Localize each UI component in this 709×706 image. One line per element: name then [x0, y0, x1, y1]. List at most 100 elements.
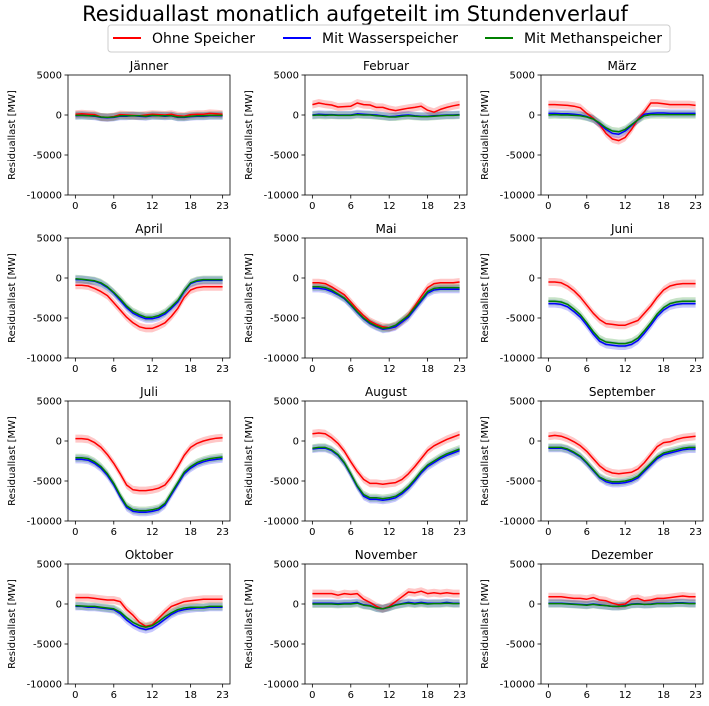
x-tick-label: 6: [584, 690, 590, 701]
confidence-band: [75, 593, 223, 631]
x-tick-label: 0: [72, 527, 78, 538]
plot-frame: [67, 400, 231, 522]
y-tick-label: -10000: [264, 354, 299, 365]
y-axis-label: Residuallast [MW]: [7, 579, 18, 669]
x-tick-label: 12: [146, 364, 159, 375]
y-tick-label: -10000: [500, 191, 535, 202]
y-tick-label: 0: [529, 111, 535, 122]
y-tick-label: -10000: [27, 680, 62, 691]
x-tick-label: 12: [146, 201, 159, 212]
subplot: Oktober Residuallast [MW] 5000 0 -5000 -10000…: [7, 548, 231, 701]
confidence-band: [548, 297, 696, 348]
y-tick-label: 0: [56, 111, 62, 122]
x-tick-label: 6: [348, 201, 354, 212]
x-tick-label: 0: [309, 364, 315, 375]
x-tick-label: 23: [453, 364, 466, 375]
y-tick-label: 0: [293, 274, 299, 285]
series-line: [548, 112, 696, 135]
plot-frame: [304, 74, 468, 196]
x-tick-label: 0: [309, 527, 315, 538]
y-tick-label: 0: [529, 600, 535, 611]
y-tick-label: 0: [56, 600, 62, 611]
confidence-band: [312, 109, 460, 121]
x-tick-label: 18: [421, 690, 434, 701]
y-tick-label: 0: [56, 437, 62, 448]
y-tick-label: -5000: [33, 477, 62, 488]
y-axis-label: Residuallast [MW]: [480, 416, 491, 506]
y-tick-label: 5000: [37, 397, 62, 408]
x-tick-label: 18: [657, 527, 670, 538]
y-tick-label: 0: [529, 274, 535, 285]
x-tick-label: 12: [619, 364, 632, 375]
subplot: Februar Residuallast [MW] 5000 0 -5000 -10000…: [244, 59, 468, 212]
x-tick-label: 0: [72, 364, 78, 375]
y-tick-label: 0: [293, 111, 299, 122]
subplot-title: März: [608, 59, 637, 73]
y-tick-label: 5000: [510, 71, 535, 82]
y-axis-label: Residuallast [MW]: [480, 579, 491, 669]
series-line: [312, 432, 460, 485]
x-tick-label: 0: [545, 527, 551, 538]
y-tick-label: -10000: [27, 354, 62, 365]
y-tick-label: 5000: [37, 560, 62, 571]
confidence-band: [548, 443, 696, 486]
x-tick-label: 23: [216, 527, 229, 538]
y-tick-label: -5000: [270, 151, 299, 162]
y-tick-label: -10000: [264, 680, 299, 691]
y-tick-label: -5000: [506, 477, 535, 488]
plot-frame: [67, 237, 231, 359]
x-tick-label: 18: [657, 690, 670, 701]
x-tick-label: 18: [421, 527, 434, 538]
plot-frame: [304, 563, 468, 685]
y-tick-label: -10000: [500, 354, 535, 365]
subplot: September Residuallast [MW] 5000 0 -5000 -100…: [480, 385, 704, 538]
y-tick-label: 0: [56, 274, 62, 285]
x-tick-label: 12: [619, 527, 632, 538]
x-tick-label: 23: [453, 527, 466, 538]
series-line: [75, 278, 223, 318]
x-tick-label: 18: [184, 527, 197, 538]
x-tick-label: 23: [689, 690, 702, 701]
x-tick-label: 6: [584, 201, 590, 212]
y-tick-label: 5000: [510, 397, 535, 408]
x-tick-label: 0: [309, 201, 315, 212]
confidence-band: [312, 99, 460, 117]
x-tick-label: 12: [619, 201, 632, 212]
series-line: [312, 281, 460, 329]
series-line: [548, 446, 696, 483]
y-tick-label: -10000: [27, 191, 62, 202]
series-line: [548, 595, 696, 606]
x-tick-label: 23: [689, 527, 702, 538]
x-tick-label: 12: [146, 690, 159, 701]
series-line: [312, 286, 460, 330]
subplot: März Residuallast [MW] 5000 0 -5000 -10000 0 6 1…: [480, 59, 704, 212]
confidence-band: [75, 453, 223, 515]
legend: Ohne Speicher Mit Wasserspeicher Mit Metha…: [107, 24, 671, 53]
y-tick-label: -5000: [506, 151, 535, 162]
x-tick-label: 0: [309, 690, 315, 701]
legend-label: Mit Wasserspeicher: [322, 31, 458, 47]
y-tick-label: -5000: [270, 477, 299, 488]
y-axis-label: Residuallast [MW]: [7, 253, 18, 343]
plot-frame: [540, 400, 704, 522]
y-tick-label: -10000: [27, 517, 62, 528]
x-tick-label: 6: [584, 527, 590, 538]
figure-title: Residuallast monatlich aufgeteilt im Stu…: [82, 2, 628, 26]
x-tick-label: 6: [348, 690, 354, 701]
subplot: April Residuallast [MW] 5000 0 -5000 -10000 0 6…: [7, 222, 231, 375]
series-line: [75, 457, 223, 513]
series-line: [75, 456, 223, 512]
confidence-band: [548, 431, 696, 478]
confidence-band: [75, 602, 223, 634]
subplot-title: April: [135, 222, 162, 236]
y-axis-label: Residuallast [MW]: [480, 253, 491, 343]
legend-label: Ohne Speicher: [152, 31, 255, 47]
x-tick-label: 18: [184, 201, 197, 212]
series-line: [75, 114, 223, 119]
x-tick-label: 23: [689, 201, 702, 212]
x-tick-label: 12: [383, 527, 396, 538]
confidence-band: [312, 599, 460, 613]
y-tick-label: -5000: [506, 314, 535, 325]
subplot: November Residuallast [MW] 5000 0 -5000 -1000…: [244, 548, 468, 701]
